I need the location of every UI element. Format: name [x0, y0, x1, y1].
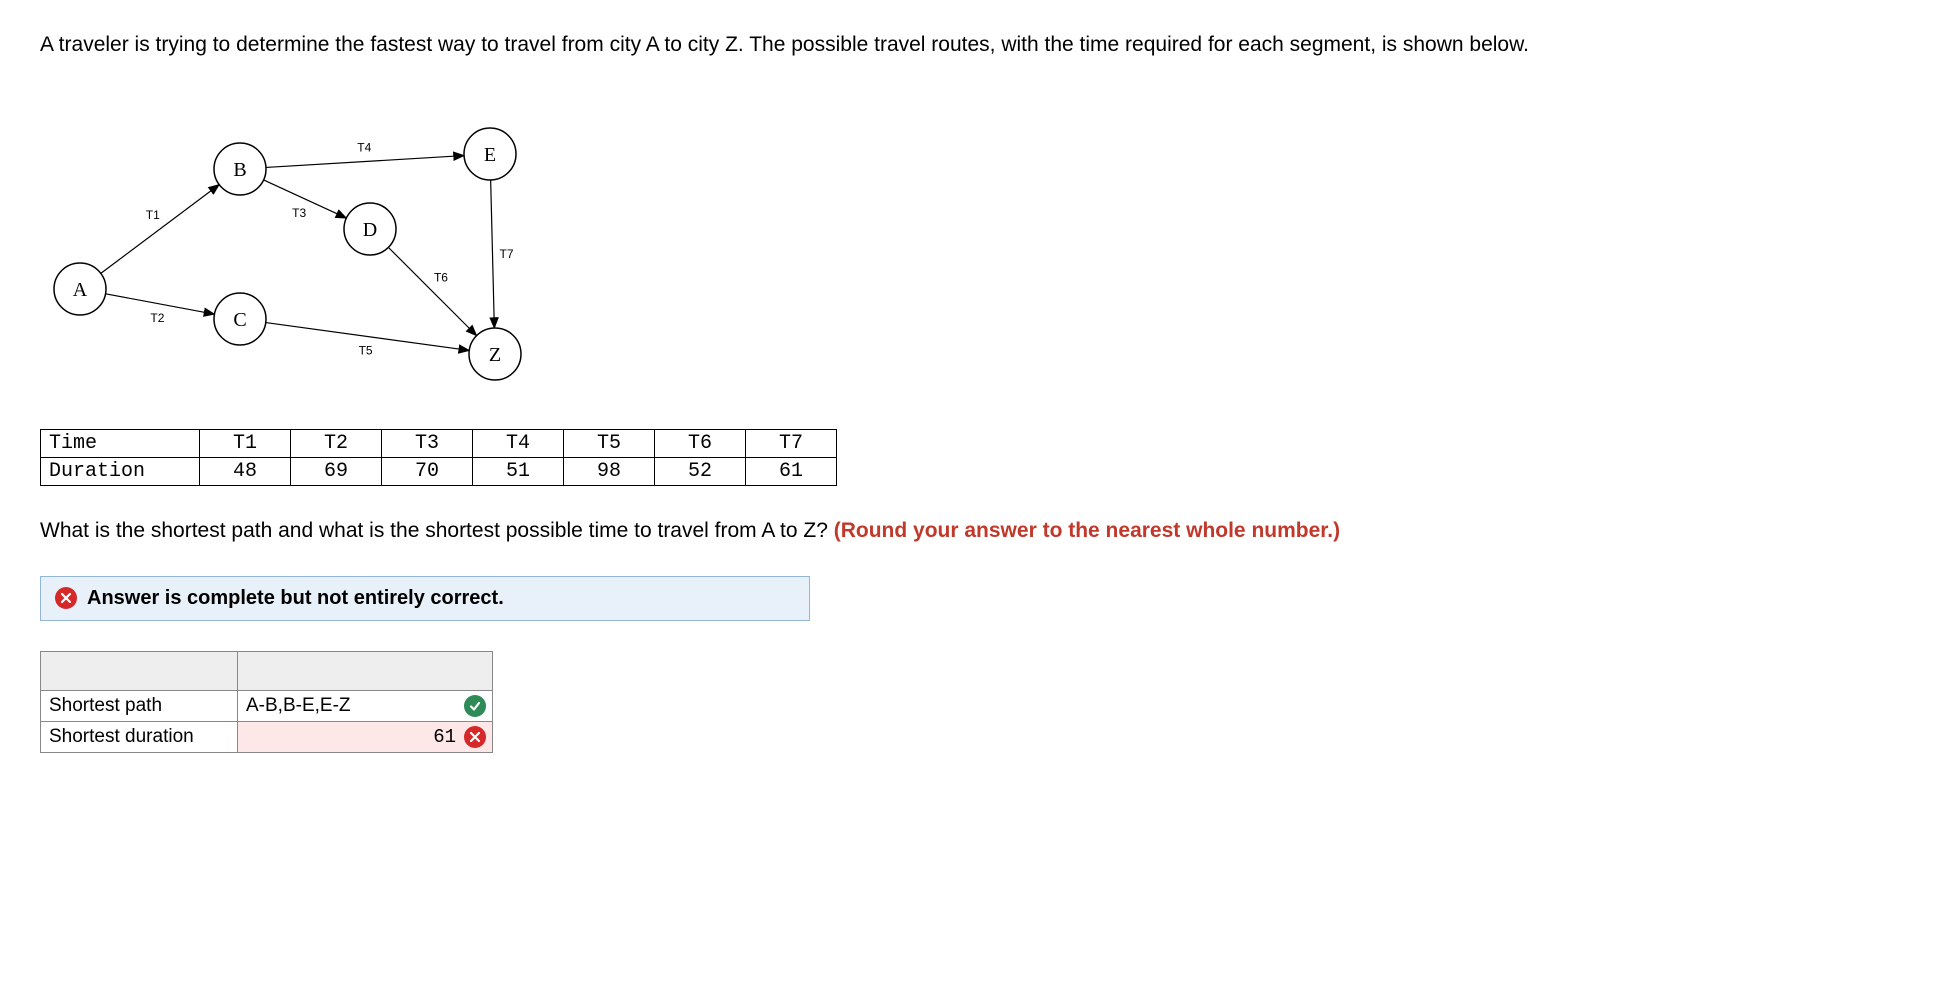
question-text: What is the shortest path and what is th…: [40, 516, 1860, 545]
edge-A-B: [101, 185, 219, 274]
edge-label: T7: [499, 247, 513, 261]
answer-label-cell: Shortest path: [41, 690, 238, 721]
answer-table: Shortest path A-B,B-E,E-Z Shortest duratio…: [40, 651, 493, 753]
cross-icon: [55, 587, 77, 609]
check-icon: [464, 695, 486, 717]
blank-header-cell: [41, 651, 238, 690]
table-row: TimeT1T2T3T4T5T6T7: [41, 430, 837, 458]
time-cell: T3: [382, 430, 473, 458]
table-row: Duration48697051985261: [41, 458, 837, 486]
node-label: Z: [489, 344, 501, 366]
time-cell: T5: [564, 430, 655, 458]
time-cell: T6: [655, 430, 746, 458]
edge-label: T3: [292, 206, 306, 220]
network-svg: A B C D E Z T1 T2 T3 T4 T5 T6 T7: [40, 89, 600, 409]
node-label: E: [484, 144, 496, 166]
edge-label: T2: [150, 311, 164, 325]
time-cell: T4: [473, 430, 564, 458]
duration-cell: 48: [200, 458, 291, 486]
route-diagram: A B C D E Z T1 T2 T3 T4 T5 T6 T7: [40, 89, 1900, 409]
time-cell: T7: [746, 430, 837, 458]
duration-cell: 52: [655, 458, 746, 486]
duration-cell: 98: [564, 458, 655, 486]
edge-label: T4: [357, 141, 371, 155]
edge-label: T6: [434, 271, 448, 285]
edge-label: T5: [359, 344, 373, 358]
blank-header-cell: [238, 651, 493, 690]
answer-value-cell: A-B,B-E,E-Z: [238, 690, 493, 721]
table-row: Shortest duration 61: [41, 721, 493, 752]
edge-D-Z: [388, 248, 476, 336]
intro-text: A traveler is trying to determine the fa…: [40, 30, 1840, 59]
edge-label: T1: [146, 208, 160, 222]
node-label: A: [73, 279, 88, 301]
row-header-cell: Time: [41, 430, 200, 458]
question-instruction: (Round your answer to the nearest whole …: [834, 519, 1340, 542]
answer-value: A-B,B-E,E-Z: [246, 695, 351, 716]
time-duration-table: TimeT1T2T3T4T5T6T7 Duration4869705198526…: [40, 429, 837, 486]
time-cell: T1: [200, 430, 291, 458]
time-cell: T2: [291, 430, 382, 458]
duration-cell: 51: [473, 458, 564, 486]
duration-cell: 69: [291, 458, 382, 486]
node-label: C: [233, 309, 246, 331]
node-label: D: [363, 219, 377, 241]
row-header-cell: Duration: [41, 458, 200, 486]
page-root: A traveler is trying to determine the fa…: [0, 0, 1940, 783]
question-pre: What is the shortest path and what is th…: [40, 519, 834, 542]
table-row: [41, 651, 493, 690]
node-label: B: [233, 159, 246, 181]
feedback-banner: Answer is complete but not entirely corr…: [40, 576, 810, 621]
duration-cell: 70: [382, 458, 473, 486]
feedback-text: Answer is complete but not entirely corr…: [87, 587, 504, 610]
answer-label-cell: Shortest duration: [41, 721, 238, 752]
duration-cell: 61: [746, 458, 837, 486]
answer-value: 61: [433, 726, 456, 748]
edge-B-E: [266, 156, 464, 168]
table-row: Shortest path A-B,B-E,E-Z: [41, 690, 493, 721]
answer-value-cell: 61: [238, 721, 493, 752]
edge-E-Z: [491, 180, 495, 328]
cross-icon: [464, 726, 486, 748]
